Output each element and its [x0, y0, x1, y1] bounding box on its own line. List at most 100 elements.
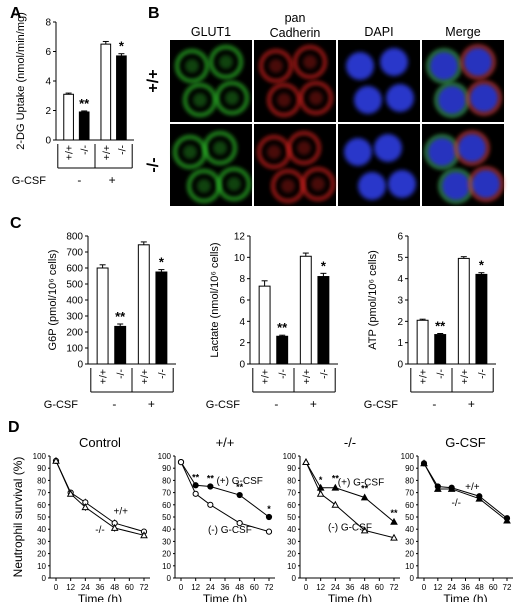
panel-d-plot3-series-label: (-) G-CSF [328, 522, 372, 533]
panel-b-column-header: pan [285, 11, 306, 25]
panel-c-chart1-ylabel: G6P (pmol/10⁶ cells) [47, 250, 59, 351]
panel-c-chart3-ytick-label: 1 [397, 338, 403, 349]
panel-a-group-label-minus: - [77, 173, 81, 187]
panel-b-cell-nucleus [346, 52, 374, 80]
panel-c-chart2-category-label: +/+ [260, 369, 272, 384]
panel-d-plot1-xtick-label: 24 [81, 583, 90, 592]
panel-c-chart1-bar [96, 267, 109, 365]
panel-b-cell-nucleus [380, 48, 408, 76]
panel-a-category-label: -/- [116, 145, 128, 155]
panel-d-survival-plots: Neutrophil survival (%) Control 0 10 20 30 40 5… [11, 435, 513, 602]
panel-d-plot1-ytick-label: 80 [37, 476, 46, 485]
panel-d-plot4-ytick-label: 100 [401, 452, 415, 461]
panel-d-plot2-significance: ** [236, 482, 244, 492]
panel-c-chart3-ytick-label: 3 [397, 296, 403, 307]
panel-d-plot1-title: Control [79, 435, 121, 450]
panel-d-plot2-ytick-label: 30 [162, 537, 171, 546]
panel-d-plot3-point [302, 458, 310, 465]
panel-d-plot2-point [207, 483, 214, 490]
panel-c-chart2-ytick-label: 6 [239, 296, 245, 307]
panel-c-chart1-group-row-label: G-CSF [44, 399, 79, 411]
panel-d-plot3-xlabel: Time (h) [328, 592, 372, 602]
panel-c-chart3-bar [475, 273, 488, 365]
panel-d-plot3-xtick-label: 36 [346, 583, 355, 592]
panel-c-chart2-bar [276, 335, 289, 365]
panel-letter-b: B [148, 5, 160, 22]
panel-d-plot2-point [236, 520, 243, 527]
panel-d-plot2-series-label: (-) G-CSF [208, 525, 252, 536]
panel-d-plot2-ytick-label: 10 [162, 562, 171, 571]
panel-d-plot1-ytick-label: 10 [37, 562, 46, 571]
panel-a-category-label: +/+ [101, 145, 113, 160]
panel-letter-a: A [10, 5, 22, 22]
panel-c-chart2-significance: ** [277, 320, 288, 335]
panel-a-bar [116, 55, 127, 141]
panel-b-cell-nucleus [374, 134, 402, 162]
panel-b-cell-interior [297, 141, 311, 155]
panel-d-plot3-title: -/- [344, 435, 356, 450]
panel-b-cell-interior [193, 93, 207, 107]
panel-d-plot3-point [390, 517, 398, 525]
panel-a-ylabel: 2-DG Uptake (nmol/min/mg) [15, 12, 27, 150]
panel-b-cell-nucleus [358, 172, 386, 200]
panel-d-plot2-xtick-label: 60 [250, 583, 259, 592]
panel-c-chart3-bar [434, 334, 447, 365]
panel-d-plot4-xtick-label: 24 [447, 583, 456, 592]
panel-d-plot3-xtick-label: 24 [331, 583, 340, 592]
panel-d-plot1-xtick-label: 0 [54, 583, 59, 592]
panel-b-column-header: Merge [445, 25, 480, 39]
panel-d-plot2-point [236, 491, 243, 499]
panel-d-plot2-point [265, 528, 273, 535]
panel-c-chart2-group-label-plus: + [310, 397, 317, 411]
panel-d-plot3-xtick-label: 60 [375, 583, 384, 592]
panel-c-chart1-ytick-label: 800 [66, 232, 83, 243]
panel-d-plot2-ytick-label: 80 [162, 476, 171, 485]
panel-c-chart2-ytick-label: 12 [234, 232, 246, 243]
panel-c-chart1-bar [114, 325, 127, 365]
panel-d-plot1-ytick-label: 30 [37, 537, 46, 546]
panel-d-plot4-xtick-label: 60 [489, 583, 498, 592]
panel-b-row-label: +/+ [145, 69, 162, 92]
panel-d-ylabel: Neutrophil survival (%) [11, 457, 25, 578]
panel-b-cell-nucleus [354, 86, 382, 114]
panel-d-plot2-point [207, 501, 214, 508]
panel-d-plot4-xtick-label: 72 [503, 583, 512, 592]
panel-d-plot3-ytick-label: 100 [283, 452, 297, 461]
panel-b-cell-nucleus [457, 133, 487, 163]
panel-d-plot2-point [265, 513, 273, 521]
panel-d-plot4-ytick-label: 40 [405, 525, 414, 534]
panel-b-cell-membrane [454, 130, 490, 166]
panel-d-plot1-point [140, 531, 148, 539]
panel-d-plot2-xlabel: Time (h) [203, 592, 247, 602]
panel-d-plot2-significance: * [267, 504, 271, 514]
panel-d-plot2-xtick-label: 12 [191, 583, 200, 592]
panel-c-chart3-significance: * [479, 258, 485, 273]
panel-c-chart2-significance: * [321, 258, 327, 273]
panel-d-plot4-ytick-label: 20 [405, 550, 414, 559]
panel-d-plot2-ytick-label: 50 [162, 513, 171, 522]
panel-d-plot4-ytick-label: 70 [405, 489, 414, 498]
panel-c-chart2-category-label: +/+ [301, 369, 313, 384]
panel-d-plot1-ytick-label: 20 [37, 550, 46, 559]
panel-d-plot3-ytick-label: 40 [287, 525, 296, 534]
panel-b-cell-nucleus [469, 83, 499, 113]
panel-d-plot3-point [331, 500, 340, 508]
panel-c-chart2-category-label: -/- [318, 369, 330, 379]
panel-d-plot3-series-label: (+) G-CSF [338, 477, 384, 488]
panel-c-chart3-bar [457, 257, 470, 365]
panel-b-cell-membrane [175, 49, 209, 83]
panel-d-plot2-point [192, 490, 199, 497]
panel-d-plot2-significance: ** [207, 474, 215, 484]
panel-b-cell-membrane [183, 83, 217, 117]
panel-d-plot1-xtick-label: 12 [66, 583, 75, 592]
panel-c-chart3-ytick-label: 0 [397, 360, 403, 371]
panel-d-plot3-ytick-label: 0 [292, 574, 297, 583]
panel-b-row-label: -/- [145, 157, 162, 172]
panel-c-chart1-ytick-label: 0 [77, 360, 83, 371]
panel-b-cell-membrane [460, 44, 496, 80]
panel-d-plot2-ytick-label: 60 [162, 501, 171, 510]
panel-b-cell-interior [197, 179, 211, 193]
panel-d-plot1-ytick-label: 60 [37, 501, 46, 510]
panel-d-plot1-point [52, 456, 60, 464]
